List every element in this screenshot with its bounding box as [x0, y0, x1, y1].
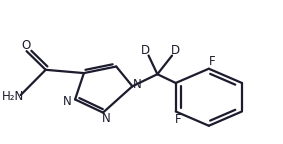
Text: N: N — [133, 78, 142, 91]
Text: H₂N: H₂N — [2, 90, 24, 103]
Text: D: D — [170, 44, 180, 57]
Text: N: N — [63, 95, 71, 108]
Text: F: F — [175, 113, 182, 126]
Text: N: N — [102, 112, 110, 125]
Text: O: O — [21, 38, 31, 52]
Text: F: F — [209, 55, 215, 68]
Text: D: D — [141, 44, 150, 57]
